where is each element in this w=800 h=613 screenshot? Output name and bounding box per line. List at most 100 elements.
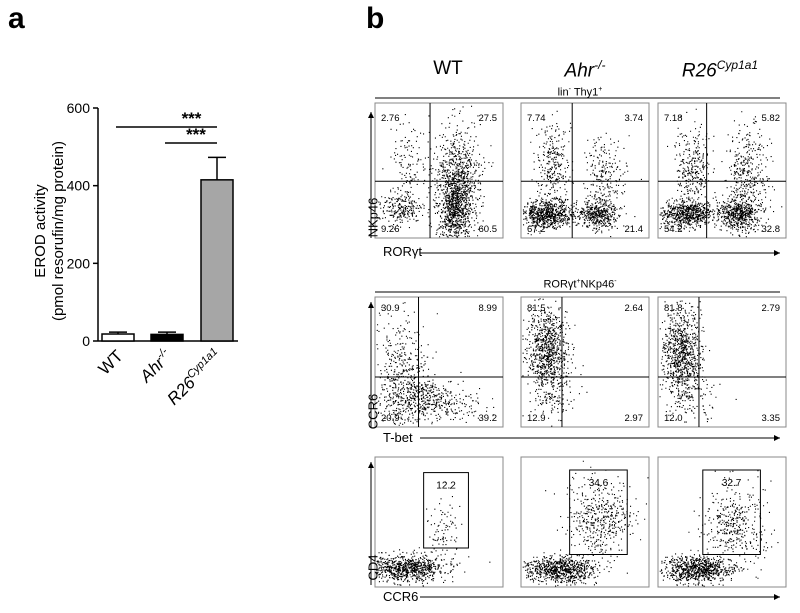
quadrant-value-ur: 2.79: [762, 303, 781, 314]
row2-ylabel: CCR6: [365, 393, 381, 430]
quadrant-value-ll: 12.9: [527, 413, 546, 424]
flow-dot-cluster: [659, 300, 711, 416]
quadrant-value-ur: 27.5: [479, 113, 498, 124]
erod-bar: [200, 179, 234, 342]
quadrant-value-lr: 2.97: [625, 413, 644, 424]
gate-box: [702, 469, 761, 555]
gate-box: [569, 469, 628, 555]
plot-frame: [374, 296, 504, 428]
plot-row1-col2: 7.18 5.82 54.2 32.8: [657, 102, 787, 239]
flow-dot-cluster: [530, 110, 574, 223]
flow-dot-cluster: [420, 122, 484, 238]
quadrant-value-lr: 39.2: [479, 413, 498, 424]
flow-dot-cluster: [659, 549, 762, 587]
plot-frame: [520, 102, 650, 239]
plot-frame: [657, 296, 787, 428]
quadrant-value-ll: 12.0: [664, 413, 683, 424]
flow-dot-cluster: [567, 194, 636, 238]
quadrant-value-ur: 3.74: [625, 113, 644, 124]
quadrant-value-ul: 7.74: [527, 113, 546, 124]
flow-dot-cluster: [376, 547, 491, 587]
significance-label: ***: [182, 109, 202, 128]
row1-xlabel: RORγt: [383, 244, 422, 259]
flow-dot-cluster: [522, 193, 581, 236]
quadrant-value-ul: 2.76: [381, 113, 400, 124]
erod-ytick-label: 0: [82, 333, 90, 349]
erod-bar: [101, 333, 135, 342]
flow-dot-cluster: [420, 105, 494, 237]
erod-ylabel-line2: (pmol resorufin/mg protein): [50, 140, 67, 322]
row2-y-arrow-head: [368, 302, 374, 308]
erod-ytick-label: 400: [67, 178, 91, 194]
flow-dot-cluster: [522, 298, 582, 417]
flow-dot-cluster: [376, 302, 438, 426]
gate-header-row2: RORγt+NKp46-: [543, 278, 617, 291]
row1-x-arrow-head: [774, 250, 780, 256]
quadrant-value-ur: 2.64: [625, 303, 644, 314]
erod-bar-chart: ****** 0 200 400 600 WT Ahr-/-R26Cyp1a1: [67, 100, 238, 409]
quadrant-value-lr: 3.35: [762, 413, 781, 424]
plot-frame: [374, 102, 504, 239]
quadrant-value-ul: 30.9: [381, 303, 400, 314]
quadrant-value-ur: 8.99: [479, 303, 498, 314]
col-title-r26: R26Cyp1a1: [681, 58, 759, 82]
quadrant-value-ul: 81.5: [527, 303, 546, 314]
quadrant-value-ll: 54.2: [664, 224, 683, 235]
plot-row2-col2: 81.8 2.79 12.0 3.35: [657, 296, 787, 428]
quadrant-value-ur: 5.82: [762, 113, 781, 124]
row2-x-arrow-head: [774, 435, 780, 441]
quadrant-value-lr: 32.8: [762, 224, 781, 235]
gate-value: 32.7: [722, 478, 742, 489]
panel-b-letter: b: [366, 2, 385, 35]
flow-dot-cluster: [544, 460, 649, 574]
plot-frame: [657, 456, 787, 588]
row3-ylabel: CD4: [365, 554, 381, 581]
plot-row2-col0: 30.9 8.99 20.9 39.2: [374, 296, 504, 428]
plot-row1-col1: 7.74 3.74 67.2 21.4: [520, 102, 650, 239]
flow-dot-cluster: [688, 470, 779, 584]
erod-ylabel-line1: EROD activity: [32, 184, 49, 278]
erod-y-axis-label: EROD activity (pmol resorufin/mg protein…: [8, 105, 88, 355]
flow-dot-cluster: [667, 108, 715, 232]
erod-category-label: WT: [95, 346, 127, 378]
plot-frame: [520, 456, 650, 588]
row2-xlabel: T-bet: [383, 430, 413, 445]
gate-box: [423, 472, 469, 549]
flow-dot-cluster: [379, 366, 481, 425]
plot-frame: [520, 296, 650, 428]
plot-row2-col1: 81.5 2.64 12.9 2.97: [520, 296, 650, 428]
quadrant-value-ll: 20.9: [381, 413, 400, 424]
plot-frame: [374, 456, 504, 588]
panel-a-letter: a: [8, 2, 25, 35]
flow-dot-cluster: [522, 552, 615, 587]
quadrant-value-ll: 9.26: [381, 224, 400, 235]
row1-ylabel: NKp46: [365, 197, 381, 238]
erod-ytick-label: 600: [67, 100, 91, 116]
flow-dot-cluster: [382, 114, 435, 209]
quadrant-value-ll: 67.2: [527, 224, 546, 235]
quadrant-value-ul: 7.18: [664, 113, 683, 124]
significance-label: ***: [186, 125, 206, 144]
quadrant-value-lr: 60.5: [479, 224, 498, 235]
erod-ytick-label: 200: [67, 255, 91, 271]
row3-xlabel: CCR6: [383, 589, 419, 604]
flow-dot-cluster: [572, 132, 642, 231]
col-title-ahr: Ahr-/-: [564, 58, 606, 82]
quadrant-value-lr: 21.4: [625, 224, 644, 235]
gate-header-row1: lin- Thy1+: [557, 86, 603, 99]
erod-bar: [150, 333, 184, 342]
gate-value: 12.2: [436, 481, 456, 492]
plot-row3-col0: 12.2: [374, 456, 504, 588]
erod-category-label: Ahr-/-: [135, 345, 176, 386]
quadrant-value-ul: 81.8: [664, 303, 683, 314]
plot-row3-col2: 32.7: [657, 456, 787, 588]
col-title-wt: WT: [433, 58, 463, 79]
flow-cytometry-grid: 2.76 27.5 9.26 60.5 30.9 8.99 20.9 39.2 12.2 7.74…: [368, 97, 787, 600]
row3-y-arrow-head: [368, 462, 374, 468]
flow-dot-cluster: [721, 111, 775, 236]
erod-category-label: R26Cyp1a1: [163, 346, 226, 409]
plot-frame: [657, 102, 787, 239]
plot-row1-col0: 2.76 27.5 9.26 60.5: [374, 102, 504, 239]
gate-value: 34.6: [589, 478, 609, 489]
flow-dot-cluster: [377, 187, 430, 230]
